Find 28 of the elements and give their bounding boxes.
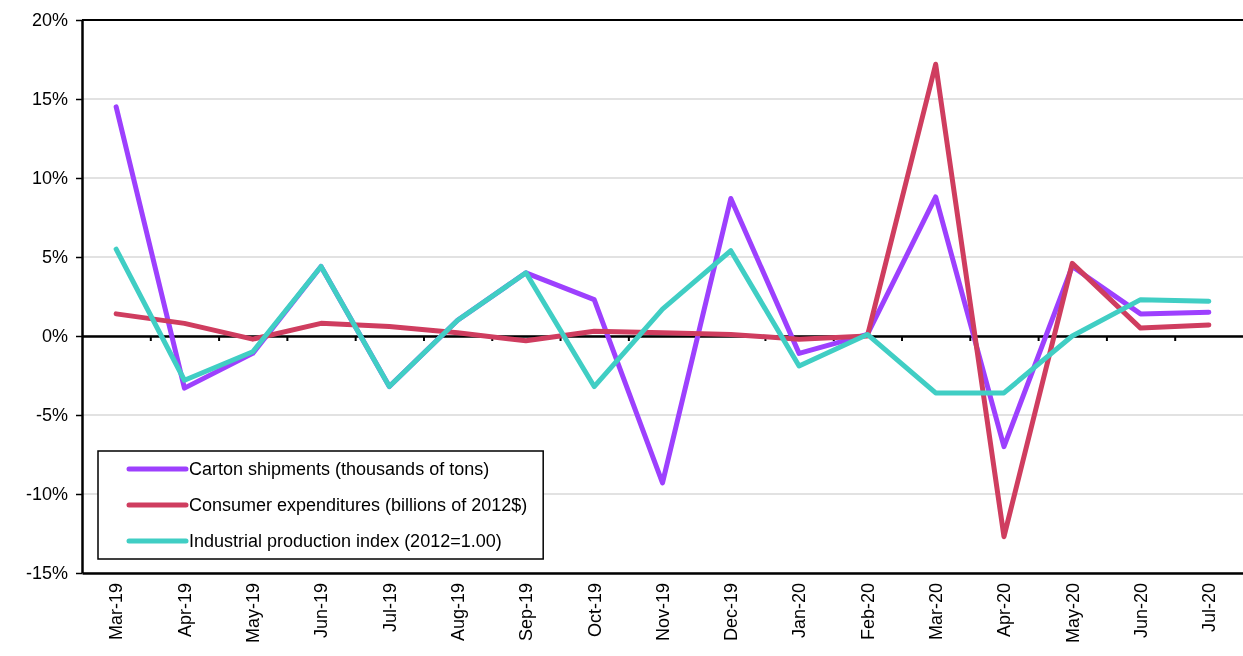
legend-label: Carton shipments (thousands of tons) xyxy=(189,459,490,480)
y-tick-label: 20% xyxy=(31,10,68,31)
legend-label: Consumer expenditures (billions of 2012$) xyxy=(189,495,528,516)
y-tick-label: 5% xyxy=(41,247,68,268)
y-tick-label: 0% xyxy=(41,326,68,347)
y-tick-label: -10% xyxy=(25,484,68,505)
x-tick-label: Nov-19 xyxy=(652,583,673,642)
x-tick-label: Mar-19 xyxy=(106,583,127,641)
x-tick-label: Dec-19 xyxy=(721,583,742,642)
x-tick-label: Jun-20 xyxy=(1130,583,1151,639)
x-tick-label: May-19 xyxy=(243,583,264,644)
x-tick-label: Mar-20 xyxy=(925,583,946,641)
x-tick-label: Aug-19 xyxy=(447,583,468,642)
x-tick-label: Jul-20 xyxy=(1199,583,1220,633)
y-tick-label: 15% xyxy=(31,89,68,110)
x-tick-label: Jan-20 xyxy=(789,583,810,639)
x-tick-label: Feb-20 xyxy=(857,583,878,641)
legend-label: Industrial production index (2012=1.00) xyxy=(189,531,502,552)
x-tick-label: Jun-19 xyxy=(311,583,332,639)
x-tick-label: Sep-19 xyxy=(516,583,537,642)
x-tick-label: May-20 xyxy=(1062,583,1083,644)
x-tick-label: Oct-19 xyxy=(584,583,605,638)
x-tick-label: Apr-20 xyxy=(994,583,1015,638)
x-tick-label: Jul-19 xyxy=(379,583,400,633)
y-tick-label: -5% xyxy=(35,405,68,426)
x-tick-label: Apr-19 xyxy=(174,583,195,638)
y-tick-label: -15% xyxy=(25,563,68,584)
y-tick-label: 10% xyxy=(31,168,68,189)
